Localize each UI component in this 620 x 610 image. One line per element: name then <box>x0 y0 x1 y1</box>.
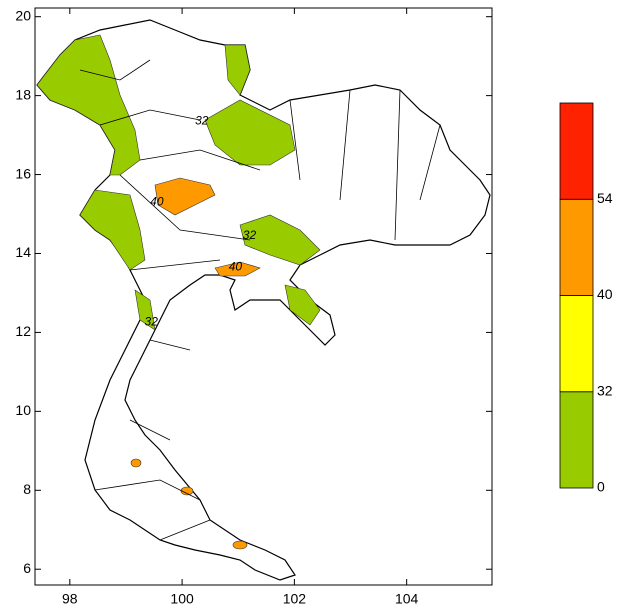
y-tick-label: 20 <box>15 7 31 23</box>
colorbar-segment <box>559 391 594 489</box>
colorbar-label: 0 <box>597 479 605 495</box>
x-tick-label: 104 <box>395 591 419 607</box>
colorbar-label: 40 <box>597 286 613 302</box>
zone-low <box>224 44 251 96</box>
thailand-outline <box>36 19 491 581</box>
contour-label: 32 <box>195 113 209 127</box>
zone-high <box>232 540 248 550</box>
x-tick-label: 102 <box>283 591 307 607</box>
country <box>36 19 491 581</box>
zone-high <box>130 458 142 468</box>
zone-high <box>180 486 194 496</box>
zone-high <box>214 261 261 277</box>
y-tick-label: 10 <box>15 402 31 418</box>
contour-label: 32 <box>243 228 257 242</box>
zone-low <box>239 214 321 266</box>
province-borders <box>79 59 441 541</box>
contour-label: 40 <box>150 194 164 208</box>
y-tick-label: 14 <box>15 244 31 260</box>
colorbar-segment <box>559 295 594 393</box>
map-frame <box>34 7 493 586</box>
y-tick-label: 12 <box>15 323 31 339</box>
colorbar-label: 54 <box>597 190 613 206</box>
zone-high <box>154 177 216 216</box>
zone-low <box>36 34 141 176</box>
contour-label: 40 <box>229 259 243 273</box>
x-tick-label: 100 <box>170 591 194 607</box>
colorbar-segment <box>559 198 594 296</box>
zone-low <box>79 189 146 271</box>
y-tick-label: 18 <box>15 86 31 102</box>
colorbar-label: 32 <box>597 382 613 398</box>
y-tick-label: 6 <box>23 560 31 576</box>
colorbar-segment <box>559 102 594 200</box>
contour-label: 32 <box>145 315 159 329</box>
zone-low <box>204 99 296 166</box>
zone-low <box>134 289 156 331</box>
zone-low <box>284 284 321 326</box>
y-tick-label: 16 <box>15 165 31 181</box>
x-tick-label: 98 <box>62 591 78 607</box>
y-tick-label: 8 <box>23 481 31 497</box>
